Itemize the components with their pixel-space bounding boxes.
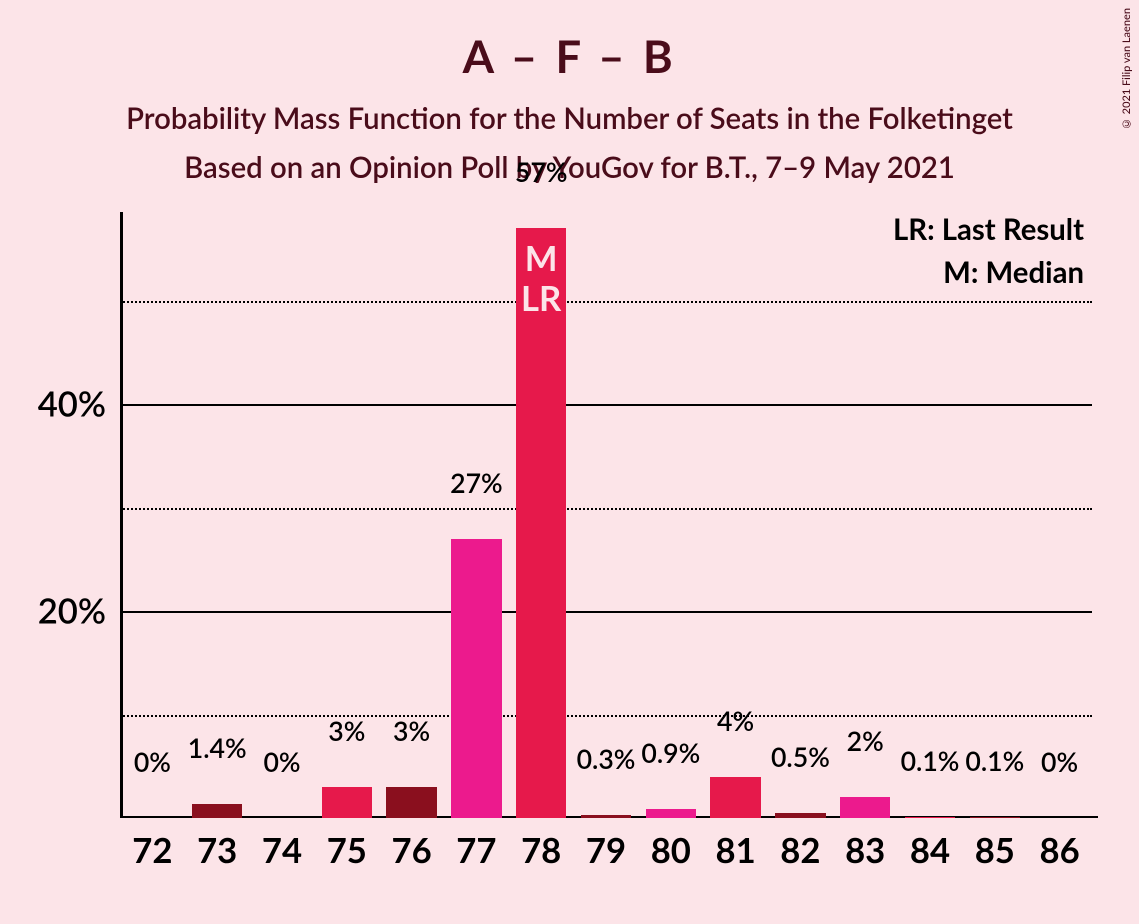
bar (840, 797, 891, 818)
x-axis-tick-label: 79 (586, 818, 626, 871)
copyright-label: © 2021 Filip van Laenen (1120, 8, 1133, 130)
x-axis-tick-label: 78 (521, 818, 561, 871)
chart-subtitle-1: Probability Mass Function for the Number… (0, 83, 1139, 136)
bar (192, 804, 243, 818)
bar (710, 777, 761, 818)
x-axis-tick-label: 76 (391, 818, 431, 871)
bar-value-label: 0.9% (641, 737, 700, 773)
bar-value-label: 4% (717, 705, 754, 741)
bar (451, 539, 502, 818)
bar-value-label: 0.3% (577, 743, 636, 779)
chart-title: A – F – B (0, 0, 1139, 83)
bar-chart: 20%40%0%721.4%730%743%753%7627%7757%78ML… (120, 218, 1092, 818)
bar-value-label: 27% (450, 467, 503, 503)
x-axis-tick-label: 72 (132, 818, 172, 871)
bar-value-label: 0.1% (901, 745, 960, 781)
grid-minor (120, 715, 1092, 717)
legend-item-m: M: Median (893, 247, 1084, 290)
y-axis (120, 212, 123, 818)
bar-value-label: 0% (1041, 746, 1078, 782)
bar-value-label: 57% (515, 156, 568, 192)
bar-value-label: 0.5% (771, 741, 830, 777)
x-axis-tick-label: 80 (651, 818, 691, 871)
x-axis-tick-label: 81 (715, 818, 755, 871)
bar-value-label: 3% (393, 715, 430, 751)
x-axis-tick-label: 74 (262, 818, 302, 871)
grid-major (120, 404, 1092, 406)
legend: LR: Last ResultM: Median (893, 212, 1084, 290)
y-axis-tick-label: 20% (38, 591, 120, 632)
bar-value-label: 0% (263, 746, 300, 782)
bar (386, 787, 437, 818)
y-axis-tick-label: 40% (38, 384, 120, 425)
legend-item-lr: LR: Last Result (893, 212, 1084, 247)
x-axis-tick-label: 73 (197, 818, 237, 871)
x-axis-tick-label: 82 (780, 818, 820, 871)
bar-value-label: 2% (847, 725, 884, 761)
bar-value-label: 1.4% (188, 732, 247, 768)
bar-value-label: 0% (134, 746, 171, 782)
bar (646, 809, 697, 818)
grid-minor (120, 508, 1092, 510)
bar-value-label: 3% (328, 715, 365, 751)
plot-area: 20%40%0%721.4%730%743%753%7627%7757%78ML… (120, 218, 1092, 818)
bar-value-label: 0.1% (965, 745, 1024, 781)
x-axis-tick-label: 84 (910, 818, 950, 871)
x-axis-tick-label: 77 (456, 818, 496, 871)
grid-minor (120, 301, 1092, 303)
chart-subtitle-2: Based on an Opinion Poll by YouGov for B… (0, 136, 1139, 185)
x-axis-tick-label: 86 (1039, 818, 1079, 871)
x-axis-tick-label: 85 (975, 818, 1015, 871)
median-bar-annotation: MLR (521, 239, 561, 319)
x-axis-tick-label: 83 (845, 818, 885, 871)
x-axis-tick-label: 75 (327, 818, 367, 871)
grid-major (120, 611, 1092, 613)
bar (322, 787, 373, 818)
